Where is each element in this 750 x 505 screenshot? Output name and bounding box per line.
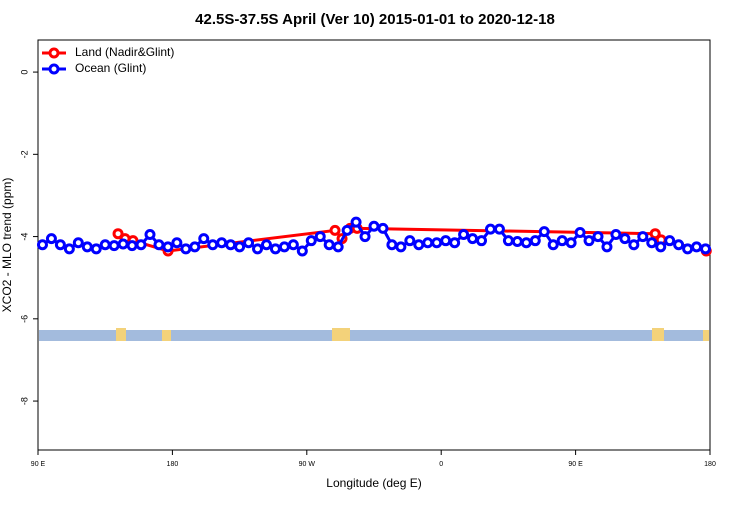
land-mask-band — [39, 328, 709, 341]
data-point — [592, 231, 604, 243]
x-tick-label: 90 W — [299, 461, 316, 468]
data-point — [81, 241, 93, 253]
data-point — [198, 233, 210, 245]
data-point — [511, 236, 523, 248]
data-point — [377, 222, 389, 234]
data-point — [99, 239, 111, 251]
data-point — [72, 237, 84, 249]
y-tick-label: -4 — [19, 233, 29, 241]
x-tick-label: 0 — [439, 461, 443, 468]
y-tick-label: -8 — [19, 397, 29, 405]
data-point — [431, 237, 443, 249]
data-point — [619, 233, 631, 245]
x-tick-label: 180 — [167, 461, 179, 468]
data-point — [126, 240, 138, 252]
data-point — [691, 241, 703, 253]
data-point — [467, 233, 479, 245]
data-point — [484, 223, 496, 235]
data-point — [243, 237, 255, 249]
data-point — [422, 237, 434, 249]
data-point — [296, 245, 308, 257]
data-point — [682, 243, 694, 255]
x-tick-label: 180 — [704, 461, 716, 468]
data-point — [610, 229, 622, 241]
data-point — [112, 228, 124, 240]
data-point — [529, 235, 541, 247]
data-point — [314, 231, 326, 243]
data-point — [440, 235, 452, 247]
x-axis-label: Longitude (deg E) — [326, 476, 421, 490]
y-axis-label: XCO2 - MLO trend (ppm) — [0, 178, 14, 313]
data-point — [700, 243, 712, 255]
data-point — [305, 235, 317, 247]
data-point — [368, 220, 380, 232]
data-point — [287, 239, 299, 251]
data-point — [117, 238, 129, 250]
data-point — [673, 239, 685, 251]
data-point — [54, 239, 66, 251]
data-point — [135, 239, 147, 251]
legend-label: Ocean (Glint) — [75, 61, 146, 75]
data-point — [556, 235, 568, 247]
data-point — [655, 241, 667, 253]
data-point — [449, 237, 461, 249]
data-point — [538, 226, 550, 238]
chart-title: 42.5S-37.5S April (Ver 10) 2015-01-01 to… — [195, 11, 555, 28]
data-point — [628, 239, 640, 251]
data-point — [234, 241, 246, 253]
y-tick-label: -6 — [19, 315, 29, 323]
data-point — [207, 239, 219, 251]
data-point — [520, 237, 532, 249]
data-point — [493, 223, 505, 235]
y-tick-label: -2 — [19, 150, 29, 158]
x-tick-label: 90 E — [31, 461, 46, 468]
data-point — [332, 241, 344, 253]
data-point — [216, 237, 228, 249]
data-point — [36, 239, 48, 251]
data-point — [502, 235, 514, 247]
legend-label: Land (Nadir&Glint) — [75, 45, 174, 59]
data-point — [649, 228, 661, 240]
data-point — [323, 239, 335, 251]
data-point — [386, 239, 398, 251]
data-point — [252, 243, 264, 255]
data-point — [341, 224, 353, 236]
data-point — [350, 216, 362, 228]
data-point — [269, 243, 281, 255]
data-point — [260, 239, 272, 251]
data-point — [63, 243, 75, 255]
data-point — [189, 241, 201, 253]
data-point — [601, 241, 613, 253]
data-point — [90, 243, 102, 255]
data-point — [458, 229, 470, 241]
data-point — [153, 239, 165, 251]
data-point — [574, 226, 586, 238]
x-tick-label: 90 E — [568, 461, 583, 468]
y-tick-label: 0 — [19, 70, 29, 75]
data-point — [329, 224, 341, 236]
data-point — [278, 241, 290, 253]
data-point — [637, 231, 649, 243]
data-point — [359, 231, 371, 243]
data-point — [144, 229, 156, 241]
data-point — [565, 237, 577, 249]
data-point — [583, 235, 595, 247]
data-point — [171, 237, 183, 249]
legend-marker — [48, 47, 60, 59]
data-point — [404, 235, 416, 247]
data-point — [646, 237, 658, 249]
legend-marker — [48, 63, 60, 75]
data-point — [180, 243, 192, 255]
data-point — [547, 239, 559, 251]
data-point — [225, 239, 237, 251]
data-point — [664, 235, 676, 247]
data-point — [395, 241, 407, 253]
data-point — [162, 241, 174, 253]
data-point — [45, 233, 57, 245]
data-point — [476, 235, 488, 247]
data-point — [108, 240, 120, 252]
data-point — [413, 239, 425, 251]
